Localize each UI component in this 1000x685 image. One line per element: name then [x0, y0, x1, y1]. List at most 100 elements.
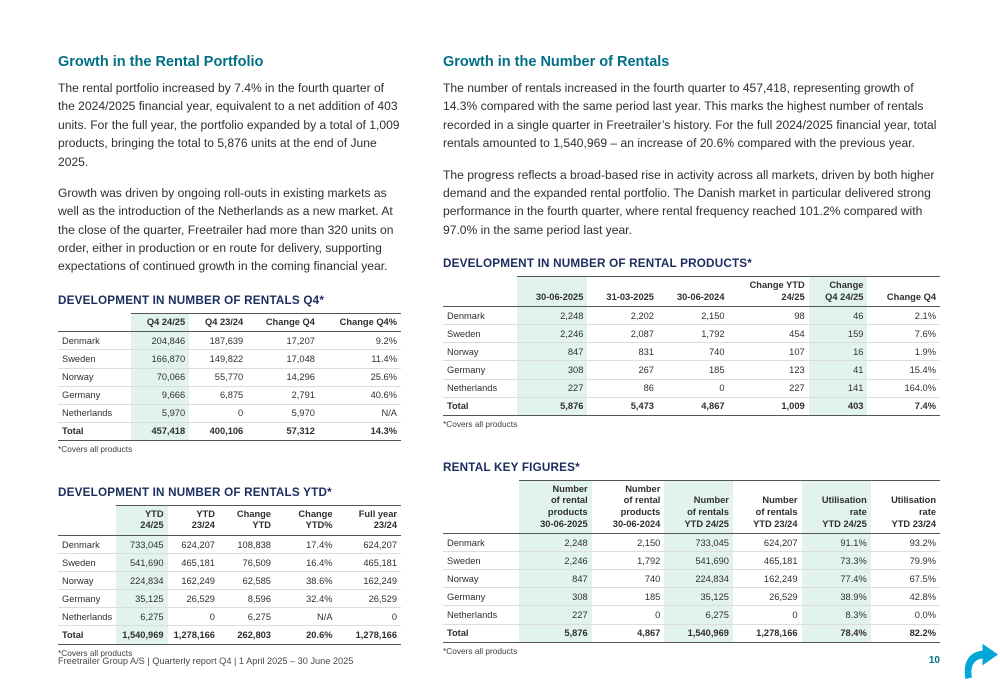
cell: 7.6%: [867, 324, 940, 344]
cell: 40.6%: [318, 386, 401, 405]
cell: 267: [587, 360, 658, 380]
cell: 2.1%: [867, 306, 940, 326]
cell: 541,690: [664, 551, 733, 571]
column-header: Number of rentals YTD 23/24: [732, 479, 802, 535]
cell: 9.2%: [318, 331, 401, 351]
cell: 38.9%: [801, 587, 871, 607]
table-header-row: YTD 24/25 YTD 23/24 Change YTD Change YTD% F…: [58, 504, 401, 537]
cell: 5,473: [587, 396, 658, 416]
table-row: Netherlands 227 0 6,275 0 8.3% 0.0%: [443, 605, 940, 625]
cell: 624,207: [167, 535, 219, 555]
table-row: Norway 224,834 162,249 62,585 38.6% 162,249: [58, 571, 401, 591]
cell: 224,834: [116, 571, 168, 591]
cell: 403: [808, 396, 868, 416]
cell: 7.4%: [867, 396, 940, 416]
cell: 2,248: [516, 306, 588, 326]
table-row: Norway 70,066 55,770 14,296 25.6%: [58, 368, 401, 387]
table-row: Netherlands 6,275 0 6,275 N/A 0: [58, 607, 401, 627]
row-label: Netherlands: [58, 607, 117, 627]
row-label: Total: [443, 623, 520, 643]
table-footnote: *Covers all products: [443, 418, 518, 429]
cell: 457,418: [131, 421, 190, 441]
two-column-layout: Growth in the Rental Portfolio The renta…: [58, 54, 940, 658]
table-header-row: 30-06-2025 31-03-2025 30-06-2024 Change YTD…: [443, 275, 940, 308]
cell: 1,009: [728, 396, 809, 416]
cell: 141: [808, 379, 868, 398]
cell: 77.4%: [801, 569, 871, 589]
cell: 831: [587, 342, 658, 362]
cell: 733,045: [664, 533, 733, 553]
table-total-row: Total 5,876 4,867 1,540,969 1,278,166 78.4% 82…: [443, 623, 940, 643]
row-label: Germany: [58, 386, 132, 405]
table-row: Norway 847 831 740 107 16 1.9%: [443, 342, 940, 362]
column-header: Change Q4: [867, 275, 940, 308]
cell: 93.2%: [870, 533, 940, 553]
cell: 847: [519, 569, 592, 589]
cell: 2,150: [657, 306, 729, 326]
cell: 2,246: [516, 324, 588, 344]
cell: 67.5%: [870, 569, 940, 589]
row-label: Sweden: [58, 553, 117, 573]
column-header: YTD 23/24: [167, 504, 219, 537]
column-header: YTD 24/25: [116, 504, 168, 537]
cell: 2,087: [587, 324, 658, 344]
freetrailer-arrow-logo: [960, 640, 998, 682]
table-title-rental-key-figures: RENTAL KEY FIGURES*: [443, 460, 580, 474]
cell: 185: [591, 587, 665, 607]
right-column: Growth in the Number of Rentals The numb…: [443, 54, 940, 658]
column-header: Number of rentals YTD 24/25: [664, 479, 733, 535]
paragraph: Growth was driven by ongoing roll-outs i…: [58, 185, 394, 274]
row-label: Germany: [58, 589, 117, 609]
rental-products-table: 30-06-2025 31-03-2025 30-06-2024 Change YTD…: [443, 275, 940, 416]
column-header: Number of rental products 30-06-2025: [519, 479, 592, 535]
table-row: Sweden 541,690 465,181 76,509 16.4% 465,181: [58, 553, 401, 573]
cell: 262,803: [218, 625, 275, 645]
cell: 164.0%: [867, 379, 940, 398]
table-row: Denmark 2,248 2,150 733,045 624,207 91.1% 93.2…: [443, 533, 940, 553]
column-header: 31-03-2025: [587, 275, 658, 308]
table-row: Norway 847 740 224,834 162,249 77.4% 67.5%: [443, 569, 940, 589]
column-header: Change Q4 24/25: [808, 275, 868, 308]
cell: 57,312: [247, 421, 319, 441]
cell: 1,278,166: [336, 625, 401, 645]
row-label: Netherlands: [443, 605, 520, 625]
cell: 4,867: [591, 623, 665, 643]
footer-text: Freetrailer Group A/S | Quarterly report…: [58, 656, 354, 666]
row-label: Denmark: [58, 331, 132, 351]
row-label: Norway: [58, 571, 117, 591]
cell: 26,529: [167, 589, 219, 609]
row-label: Total: [443, 396, 517, 416]
cell: 107: [728, 342, 809, 362]
cell: 465,181: [167, 553, 219, 573]
row-label: Netherlands: [443, 379, 517, 398]
cell: 78.4%: [801, 623, 871, 643]
cell: 204,846: [131, 331, 190, 351]
cell: 2,150: [591, 533, 665, 553]
table-row: Denmark 2,248 2,202 2,150 98 46 2.1%: [443, 306, 940, 326]
column-header: 30-06-2025: [516, 275, 588, 308]
table-footnote: *Covers all products: [443, 645, 518, 656]
cell: 62,585: [218, 571, 275, 591]
cell: 308: [516, 360, 588, 380]
cell: 2,202: [587, 306, 658, 326]
paragraph: The number of rentals increased in the f…: [443, 81, 937, 151]
cell: 14.3%: [318, 421, 401, 441]
cell: 1.9%: [867, 342, 940, 362]
cell: 16: [808, 342, 868, 362]
cell: 25.6%: [318, 368, 401, 387]
table-row: Germany 308 185 35,125 26,529 38.9% 42.8%: [443, 587, 940, 607]
table-footnote: *Covers all products: [58, 647, 133, 658]
cell: 5,970: [131, 404, 190, 423]
cell: 46: [808, 306, 868, 326]
row-label: Norway: [443, 569, 520, 589]
cell: 98: [728, 306, 809, 326]
cell: 1,278,166: [167, 625, 219, 645]
row-label: Germany: [443, 360, 517, 380]
cell: 227: [519, 605, 592, 625]
cell: 6,275: [218, 607, 275, 627]
cell: 41: [808, 360, 868, 380]
cell: 6,275: [116, 607, 168, 627]
cell: 0: [189, 404, 248, 423]
table-title-rentals-q4: DEVELOPMENT IN NUMBER OF RENTALS Q4*: [58, 293, 325, 307]
cell: 1,792: [591, 551, 665, 571]
